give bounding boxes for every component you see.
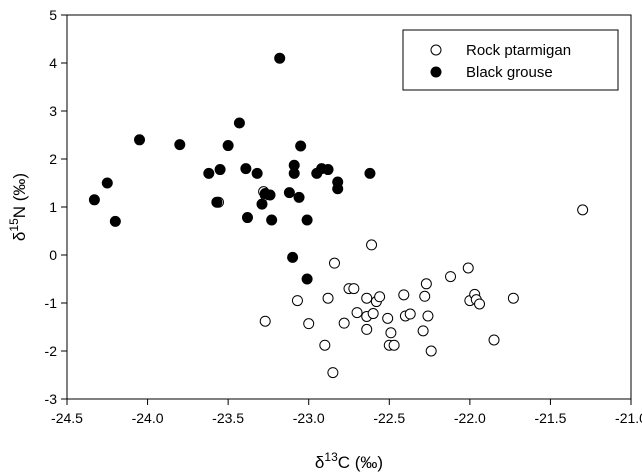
black-grouse-point — [214, 164, 226, 176]
black-grouse-point — [134, 134, 146, 146]
x-tick-label: -22.0 — [454, 410, 486, 426]
x-tick-label: -21.5 — [534, 410, 566, 426]
x-tick-label: -23.0 — [293, 410, 325, 426]
data-points — [88, 52, 589, 379]
legend-label-rock-ptarmigan: Rock ptarmigan — [466, 42, 571, 59]
legend-marker-rock-ptarmigan — [430, 44, 442, 56]
rock-ptarmigan-point — [327, 367, 339, 379]
x-tick-label: -22.5 — [373, 410, 405, 426]
legend: Rock ptarmigan Black grouse — [402, 29, 619, 91]
black-grouse-point — [109, 215, 121, 227]
y-tick-label: 4 — [49, 55, 57, 71]
black-grouse-point — [287, 251, 299, 263]
x-tick-label: -24.0 — [132, 410, 164, 426]
black-grouse-point — [301, 273, 313, 285]
black-grouse-point — [274, 52, 286, 64]
rock-ptarmigan-point — [462, 262, 474, 274]
black-grouse-point — [264, 189, 276, 201]
y-tick-label: 1 — [49, 199, 57, 215]
black-grouse-point — [301, 214, 313, 226]
rock-ptarmigan-point — [291, 295, 303, 307]
black-grouse-point — [251, 167, 263, 179]
rock-ptarmigan-point — [417, 325, 429, 337]
rock-ptarmigan-point — [425, 345, 437, 357]
y-tick-label: 0 — [49, 247, 57, 263]
black-grouse-point — [101, 177, 113, 189]
rock-ptarmigan-point — [366, 239, 378, 251]
x-axis-ticks: -24.5 -24.0 -23.5 -23.0 -22.5 -22.0 -21.5 -21.0 — [51, 399, 642, 426]
black-grouse-point — [266, 214, 278, 226]
rock-ptarmigan-point — [338, 317, 350, 329]
rock-ptarmigan-point — [420, 278, 432, 290]
x-tick-label: -21.0 — [615, 410, 642, 426]
y-tick-label: -2 — [45, 343, 58, 359]
rock-ptarmigan-point — [367, 308, 379, 320]
rock-ptarmigan-point — [474, 298, 486, 310]
rock-ptarmigan-point — [382, 312, 394, 324]
black-grouse-point — [322, 164, 334, 176]
black-grouse-point — [240, 163, 252, 175]
rock-ptarmigan-point — [348, 283, 360, 295]
x-tick-label: -24.5 — [51, 410, 83, 426]
y-tick-label: -1 — [45, 295, 58, 311]
rock-ptarmigan-point — [388, 339, 400, 351]
black-grouse-point — [283, 187, 295, 199]
black-grouse-point — [222, 140, 234, 152]
black-grouse-point — [288, 167, 300, 179]
rock-ptarmigan-point — [577, 204, 589, 216]
black-grouse-point — [332, 183, 344, 195]
black-grouse-point — [241, 212, 253, 224]
rock-ptarmigan-point — [351, 307, 363, 319]
black-grouse-point — [256, 198, 268, 210]
y-tick-label: 2 — [49, 151, 57, 167]
rock-ptarmigan-point — [328, 257, 340, 269]
rock-ptarmigan-point — [422, 310, 434, 322]
rock-ptarmigan-point — [507, 292, 519, 304]
black-grouse-point — [211, 196, 223, 208]
legend-label-black-grouse: Black grouse — [466, 64, 553, 81]
rock-ptarmigan-point — [419, 290, 431, 302]
black-grouse-point — [88, 194, 100, 206]
rock-ptarmigan-point — [404, 308, 416, 320]
y-axis-ticks: -3 -2 -1 0 1 2 3 4 5 — [45, 7, 67, 407]
black-grouse-point — [203, 167, 215, 179]
black-grouse-point — [293, 191, 305, 203]
y-tick-label: -3 — [45, 391, 58, 407]
y-axis-title: δ15N (‰) — [7, 173, 29, 241]
rock-ptarmigan-point — [385, 327, 397, 339]
rock-ptarmigan-point — [374, 291, 386, 303]
rock-ptarmigan-point — [445, 271, 457, 283]
rock-ptarmigan-point — [361, 323, 373, 335]
rock-ptarmigan-point — [303, 318, 315, 330]
x-axis-title: δ13C (‰) — [315, 450, 383, 472]
legend-box — [402, 29, 619, 91]
rock-ptarmigan-point — [488, 334, 500, 346]
rock-ptarmigan-point — [361, 292, 373, 304]
black-grouse-point — [295, 140, 307, 152]
black-grouse-point — [174, 139, 186, 151]
rock-ptarmigan-point — [259, 315, 271, 327]
rock-ptarmigan-point — [322, 292, 334, 304]
x-tick-label: -23.5 — [212, 410, 244, 426]
rock-ptarmigan-point — [319, 339, 331, 351]
black-grouse-point — [364, 167, 376, 179]
y-tick-label: 5 — [49, 7, 57, 23]
black-grouse-point — [233, 117, 245, 129]
y-tick-label: 3 — [49, 103, 57, 119]
rock-ptarmigan-point — [398, 289, 410, 301]
legend-marker-black-grouse — [430, 66, 442, 78]
